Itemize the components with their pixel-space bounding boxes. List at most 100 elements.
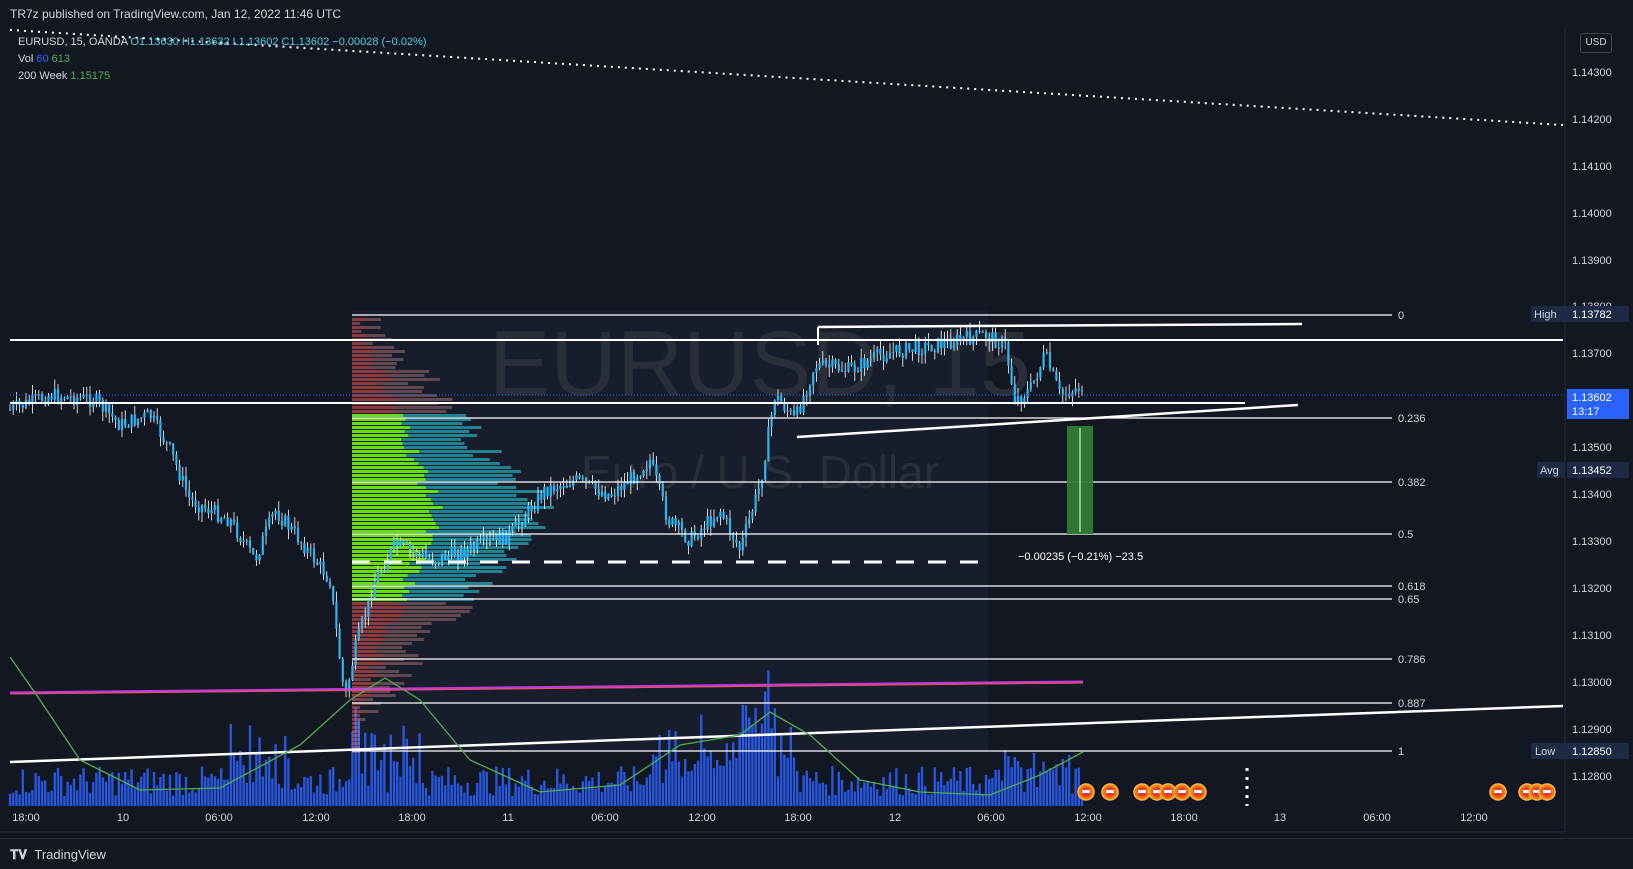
legend-vol-row[interactable]: Vol 60 613 bbox=[18, 51, 427, 68]
volume-bar bbox=[834, 795, 837, 806]
candle bbox=[818, 363, 821, 369]
volume-bar bbox=[591, 777, 594, 806]
profile-bar bbox=[352, 618, 399, 621]
volume-bar bbox=[799, 792, 802, 806]
price-tick: 1.13100 bbox=[1572, 630, 1612, 642]
profile-bar bbox=[352, 318, 366, 321]
volume-bar bbox=[687, 771, 690, 806]
volume-bar bbox=[607, 782, 610, 806]
candle bbox=[936, 338, 940, 353]
volume-bar bbox=[380, 760, 383, 806]
candle bbox=[463, 547, 466, 558]
tradingview-logo[interactable]: 𝐓𝐕 TradingView bbox=[10, 847, 106, 863]
volume-bar bbox=[21, 769, 24, 806]
volume-bar bbox=[15, 790, 18, 806]
volume-bar bbox=[200, 766, 204, 806]
volume-bar bbox=[744, 705, 748, 806]
candle bbox=[594, 480, 597, 489]
price-tick: 1.13200 bbox=[1572, 583, 1612, 595]
candle bbox=[719, 512, 722, 517]
candle bbox=[412, 550, 415, 553]
chart-canvas[interactable]: EURUSD, 15 Euro / U.S. Dollar 0 0.236 0.… bbox=[0, 27, 1633, 839]
candle bbox=[815, 368, 818, 373]
chart-area[interactable]: EURUSD, 15 Euro / U.S. Dollar 0 0.236 0.… bbox=[0, 27, 1633, 839]
candle bbox=[293, 526, 296, 529]
profile-bar bbox=[352, 734, 356, 737]
candle bbox=[1048, 352, 1052, 369]
candle bbox=[21, 404, 24, 408]
profile-bar bbox=[425, 558, 517, 561]
legend-ma-row[interactable]: 200 Week 1.15175 bbox=[18, 68, 427, 85]
volume-bar bbox=[136, 782, 140, 806]
volume-bar bbox=[952, 767, 956, 806]
fib-retracement[interactable] bbox=[352, 314, 1392, 752]
candle bbox=[648, 459, 652, 469]
profile-bar bbox=[425, 478, 516, 481]
legend-symbol[interactable]: EURUSD, 15, OANDA bbox=[18, 36, 128, 48]
volume-bar bbox=[882, 777, 885, 806]
candle bbox=[530, 505, 533, 512]
volume-bar bbox=[322, 793, 325, 806]
candle bbox=[1007, 342, 1010, 366]
volume-bar bbox=[991, 777, 994, 806]
candle bbox=[274, 510, 277, 515]
ma-pink-line bbox=[9, 680, 1084, 695]
profile-bar bbox=[352, 410, 395, 413]
candle bbox=[604, 491, 607, 500]
candle bbox=[143, 412, 146, 418]
profile-bar bbox=[432, 502, 532, 505]
profile-bar bbox=[363, 710, 379, 713]
rising-trendline[interactable] bbox=[9, 704, 1564, 764]
economic-events[interactable] bbox=[1077, 783, 1556, 801]
candle bbox=[892, 351, 895, 354]
candle bbox=[114, 416, 117, 421]
price-tick: 1.14300 bbox=[1572, 67, 1612, 79]
price-axis[interactable]: 1.143001.142001.141001.140001.139001.138… bbox=[1572, 67, 1612, 783]
candle bbox=[533, 510, 536, 512]
candle bbox=[658, 475, 661, 485]
profile-bar bbox=[352, 706, 356, 709]
candle bbox=[556, 489, 559, 492]
time-tick: 18:00 bbox=[784, 812, 812, 824]
volume-bar bbox=[437, 777, 440, 806]
profile-bar bbox=[376, 650, 406, 653]
svg-text:1.13782: 1.13782 bbox=[1572, 309, 1612, 321]
currency-button[interactable]: USD bbox=[1580, 33, 1612, 53]
svg-text:Low: Low bbox=[1535, 746, 1555, 758]
profile-bar bbox=[352, 494, 426, 497]
candle bbox=[613, 495, 616, 497]
volume-ma-line bbox=[9, 656, 1084, 796]
volume-bar bbox=[76, 790, 79, 806]
volume-bar bbox=[783, 754, 786, 806]
volume-bar bbox=[1064, 767, 1068, 806]
volume-bar bbox=[872, 781, 876, 806]
candle bbox=[31, 394, 34, 404]
volume-bar bbox=[1052, 769, 1055, 806]
candle bbox=[917, 340, 920, 356]
candle bbox=[722, 512, 725, 519]
volume-bar bbox=[18, 794, 21, 806]
profile-bar bbox=[352, 674, 379, 677]
volume-bar bbox=[28, 792, 31, 806]
profile-bar bbox=[417, 482, 498, 485]
volume-bar bbox=[300, 787, 303, 806]
channel-bottom-line[interactable] bbox=[796, 403, 1299, 439]
price-tick: 1.13900 bbox=[1572, 255, 1612, 267]
volume-bar bbox=[389, 734, 392, 806]
volume-bar bbox=[658, 734, 661, 806]
volume-bar bbox=[728, 760, 732, 806]
profile-bar bbox=[352, 342, 362, 345]
channel-top-line[interactable] bbox=[817, 322, 1303, 329]
profile-bar bbox=[369, 354, 392, 357]
volume-bar bbox=[172, 795, 175, 806]
volume-bar bbox=[1032, 752, 1036, 806]
profile-bar bbox=[352, 718, 358, 721]
volume-bar bbox=[223, 779, 226, 806]
profile-bar bbox=[405, 418, 471, 421]
candle bbox=[632, 471, 636, 484]
legend-symbol-row[interactable]: EURUSD, 15, OANDA O1.13630 H1.13632 L1.1… bbox=[18, 34, 427, 51]
time-axis[interactable]: 18:00 10 06:00 12:00 18:00 11 06:00 12:00 18:00 1… bbox=[12, 812, 1488, 824]
profile-bar bbox=[352, 562, 410, 565]
volume-bar bbox=[645, 777, 648, 806]
profile-bar bbox=[352, 710, 364, 713]
